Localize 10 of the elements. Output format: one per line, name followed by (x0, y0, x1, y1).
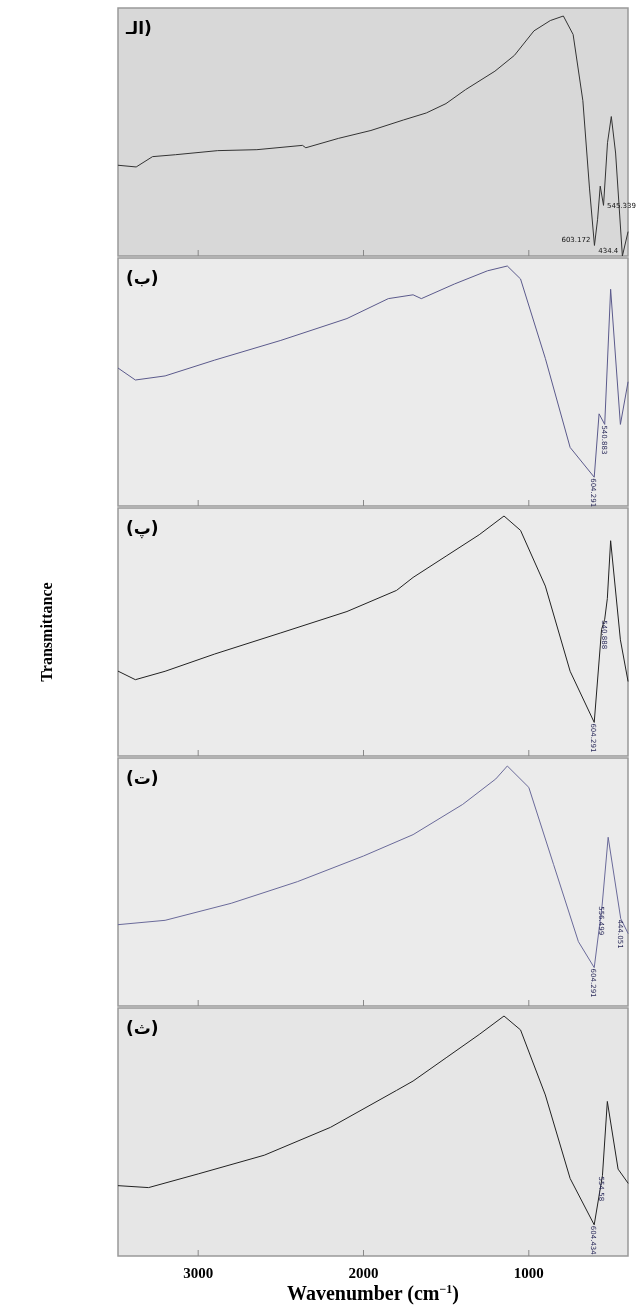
chart-title: (الـ (125, 18, 152, 38)
x-axis-title: Wavenumber (cm$^{−1}$) (287, 1282, 459, 1305)
x-tick-label: 1000 (513, 1265, 544, 1281)
y-axis-title: Transmittance (38, 582, 55, 682)
chart-title: (ب) (126, 268, 159, 288)
chart-title: (پ) (126, 518, 159, 539)
chart-title: (ث) (126, 1018, 159, 1038)
chart-title: (ت) (126, 768, 159, 788)
x-tick-label: 3000 (183, 1265, 214, 1281)
x-tick-label: 2000 (348, 1265, 379, 1281)
